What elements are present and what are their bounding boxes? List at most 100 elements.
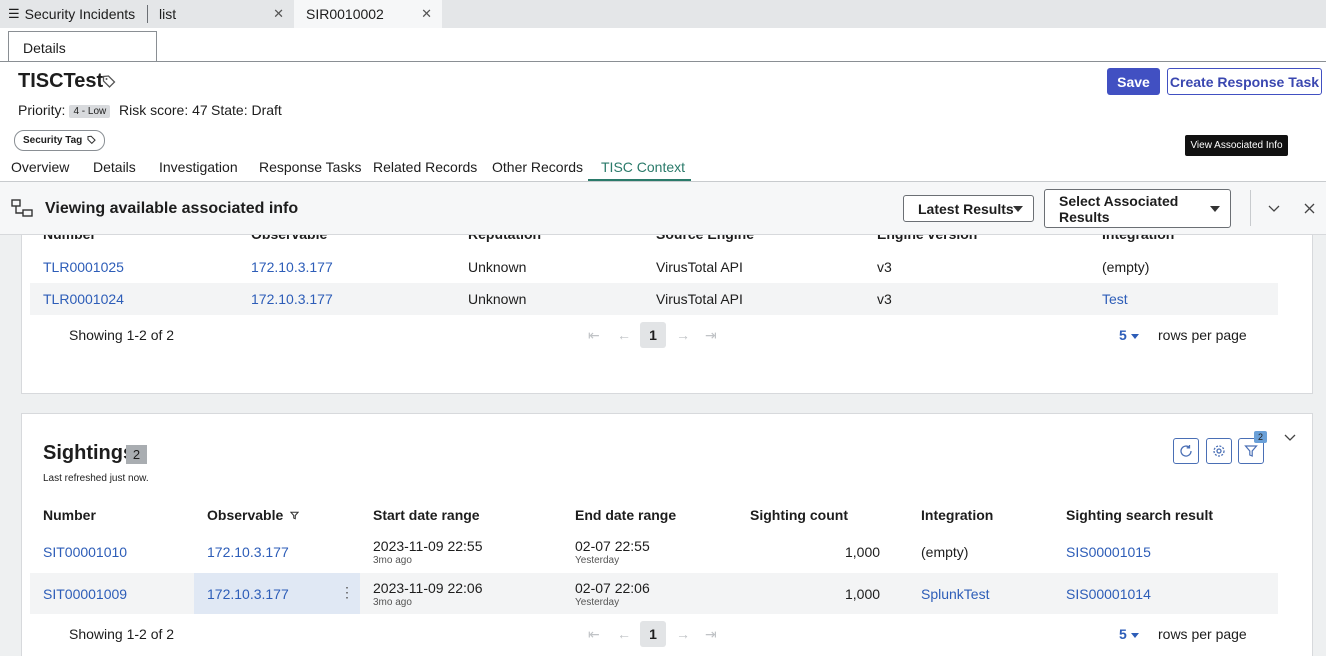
table-row-sighting-count: 1,000 [845,586,881,602]
pagination-summary: Showing 1-2 of 2 [69,327,175,343]
dropdown-label: Latest Results [918,200,1014,217]
first-page-icon[interactable]: ⇤ [588,327,600,343]
associated-info-title: Viewing available associated info [45,200,299,217]
table-row-number-link[interactable]: TLR0001025 [43,259,124,275]
risk-value: 47 [192,102,208,118]
close-icon[interactable] [1304,203,1315,214]
next-page-icon[interactable]: → [676,327,690,343]
chevron-down-icon[interactable] [1131,334,1139,339]
tab-security-incidents[interactable]: ☰ Security Incidents [0,0,147,28]
rows-per-page-select[interactable]: 5 [1119,327,1127,343]
settings-button[interactable] [1206,438,1232,464]
refresh-icon [1180,445,1192,457]
caret-down-icon [1013,206,1023,212]
security-tag-button[interactable]: Security Tag [14,130,106,151]
prev-page-icon[interactable]: ← [617,327,631,343]
collapse-chevron-icon[interactable] [1284,434,1296,442]
hierarchy-icon [11,199,33,217]
rows-per-page-label: rows per page [1158,626,1247,642]
pagination-summary: Showing 1-2 of 2 [69,626,175,642]
column-header-start-date[interactable]: Start date range [373,507,480,523]
tag-icon [87,135,96,145]
divider [0,61,1326,62]
close-icon[interactable]: ✕ [273,6,284,21]
table-row-reputation: Unknown [468,291,527,307]
last-page-icon[interactable]: ⇥ [705,626,717,642]
sightings-count-badge: 2 [126,445,147,464]
rows-per-page-select[interactable]: 5 [1119,626,1127,642]
tab-label: Security Incidents [24,6,136,22]
table-row-integration: (empty) [921,544,969,560]
hovered-cell [194,573,360,614]
table-row-observable-link[interactable]: 172.10.3.177 [251,259,333,275]
save-button[interactable]: Save [1107,68,1160,95]
tab-tisc-context[interactable]: TISC Context [601,159,686,175]
table-row-end-date: 02-07 22:55 [575,538,650,554]
sightings-card [21,413,1313,656]
tab-other-records[interactable]: Other Records [492,159,584,175]
table-row-source-engine: VirusTotal API [656,291,743,307]
last-page-icon[interactable]: ⇥ [705,327,717,343]
tab-divider [147,5,148,23]
state-label: State: [211,102,248,118]
column-header-number[interactable]: Number [43,507,96,523]
table-row-engine-version: v3 [877,259,892,275]
more-options-icon[interactable]: ⋮ [340,584,354,600]
tab-investigation[interactable]: Investigation [159,159,238,175]
first-page-icon[interactable]: ⇤ [588,626,600,642]
state-value: Draft [251,102,282,118]
select-associated-results-dropdown[interactable]: Select Associated Results [1044,189,1231,228]
next-page-icon[interactable]: → [676,626,690,642]
risk-score-field: Risk score: 47 [119,102,208,118]
filter-icon [1244,445,1258,457]
current-page-button[interactable]: 1 [640,322,666,348]
table-row-result-link[interactable]: SIS00001015 [1066,544,1151,560]
column-header-integration[interactable]: Integration [921,507,994,523]
tag-icon[interactable] [102,74,116,88]
divider [1250,190,1251,226]
table-row-result-link[interactable]: SIS00001014 [1066,586,1151,602]
table-row-observable-link[interactable]: 172.10.3.177 [207,586,289,602]
prev-page-icon[interactable]: ← [617,626,631,642]
column-header-observable[interactable]: Observable [207,507,300,523]
column-header-sighting-count[interactable]: Sighting count [750,507,848,523]
caret-down-icon [1210,206,1220,212]
priority-field: Priority: 4 - Low [18,102,111,119]
table-row-start-relative: 3mo ago [373,597,412,608]
collapse-chevron-icon[interactable] [1268,205,1280,213]
tab-response-tasks[interactable]: Response Tasks [259,159,362,175]
tab-details[interactable]: Details [93,159,136,175]
security-tag-label: Security Tag [23,135,83,146]
tab-overview[interactable]: Overview [11,159,70,175]
table-row-number-link[interactable]: SIT00001010 [43,544,128,560]
refresh-button[interactable] [1173,438,1199,464]
create-response-task-button[interactable]: Create Response Task [1167,68,1322,95]
tab-related-records[interactable]: Related Records [373,159,478,175]
table-row-observable-link[interactable]: 172.10.3.177 [251,291,333,307]
tab-record[interactable]: SIR0010002 ✕ [294,0,442,28]
details-form-tab[interactable]: Details [8,31,157,62]
table-row-number-link[interactable]: SIT00001009 [43,586,128,602]
priority-label: Priority: [18,102,66,118]
latest-results-dropdown[interactable]: Latest Results [903,195,1034,222]
current-page-button[interactable]: 1 [640,621,666,647]
table-row [30,283,1278,315]
rows-per-page-label: rows per page [1158,327,1247,343]
menu-icon[interactable]: ☰ [8,6,20,21]
tab-list[interactable]: list ✕ [148,0,294,28]
table-row-observable-link[interactable]: 172.10.3.177 [207,544,289,560]
risk-label: Risk score: [119,102,189,118]
gear-icon [1213,445,1225,457]
column-header-sighting-search-result[interactable]: Sighting search result [1066,507,1214,523]
table-row-start-relative: 3mo ago [373,555,412,566]
table-row-integration-link[interactable]: SplunkTest [921,586,990,602]
table-row-number-link[interactable]: TLR0001024 [43,291,124,307]
view-associated-info-tooltip: View Associated Info [1185,135,1288,156]
table-row-end-relative: Yesterday [575,597,620,608]
table-row-start-date: 2023-11-09 22:55 [373,538,483,554]
table-row-integration-link[interactable]: Test [1102,291,1128,307]
chevron-down-icon[interactable] [1131,633,1139,638]
column-header-end-date[interactable]: End date range [575,507,677,523]
table-row-integration: (empty) [1102,259,1150,275]
close-icon[interactable]: ✕ [421,6,432,21]
